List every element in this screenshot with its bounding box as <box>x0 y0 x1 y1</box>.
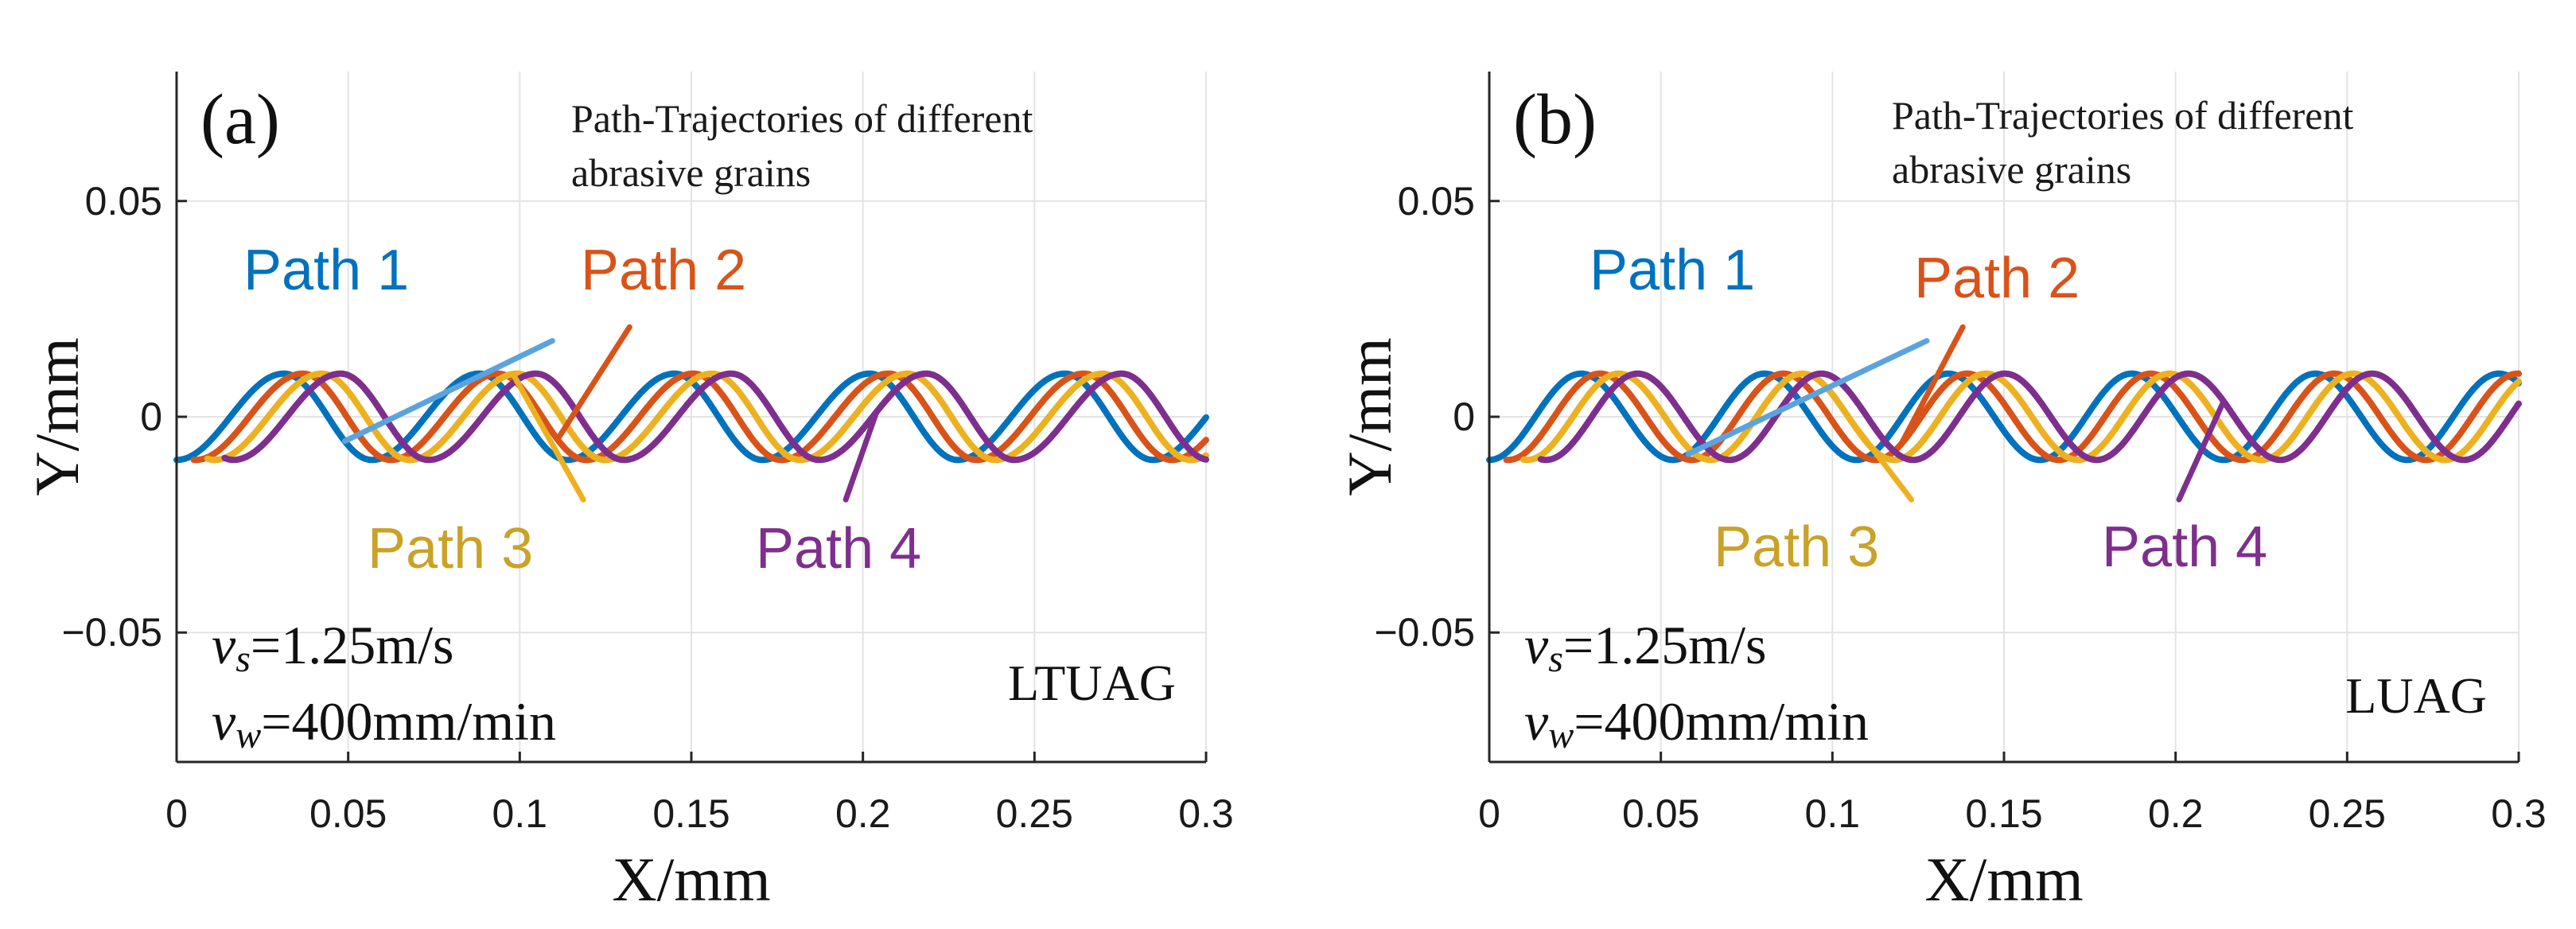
series-label-path-4: Path 4 <box>756 517 921 581</box>
x-tick-label: 0.05 <box>1622 791 1699 836</box>
param-symbol: v <box>212 615 236 675</box>
y-tick-label: 0 <box>140 395 162 439</box>
series-label-path-3: Path 3 <box>368 517 533 581</box>
param-value: =1.25m/s <box>1563 615 1767 675</box>
callout-line-path-3 <box>1846 415 1915 503</box>
series-label-path-2: Path 2 <box>581 239 746 302</box>
x-tick-label: 0.3 <box>1178 791 1234 836</box>
sample-label: LTUAG <box>1008 655 1176 711</box>
ticks <box>175 200 1208 762</box>
panel-label: (b) <box>1513 80 1597 159</box>
x-tick-label: 0.2 <box>2148 791 2204 836</box>
param-subscript: s <box>235 638 251 680</box>
series-line-path-3 <box>1520 370 2522 464</box>
x-tick-label: 0.1 <box>1805 791 1861 836</box>
callouts <box>341 324 880 503</box>
x-tick-label: 0.25 <box>996 791 1073 836</box>
x-tick-label: 0.3 <box>2491 791 2547 836</box>
param-value: =1.25m/s <box>251 615 454 675</box>
param-subscript: w <box>1548 714 1574 756</box>
series-label-path-1: Path 1 <box>1590 239 1755 302</box>
grid <box>1489 72 2520 762</box>
x-tick-label: 0.15 <box>652 791 730 836</box>
y-tick-label: 0 <box>1453 395 1475 439</box>
series-line-path-2 <box>1503 370 2522 464</box>
x-tick-label: 0 <box>1478 791 1500 836</box>
callout-line-path-4 <box>842 409 880 503</box>
annotation-title-line: abrasive grains <box>1892 147 2131 192</box>
series-line-path-1 <box>1486 370 2522 464</box>
panel-b: 0 0.05 0.1 0.15 0.2 0.25 0.3 −0.05 0 0.0… <box>1335 72 2547 914</box>
y-tick-label: 0.05 <box>1398 179 1475 224</box>
series-label-path-1: Path 1 <box>243 239 409 302</box>
param-vs: vs=1.25m/s <box>1524 615 1766 680</box>
series-lines <box>173 370 1209 464</box>
param-vs: vs=1.25m/s <box>212 615 453 680</box>
param-vw: vw=400mm/min <box>212 691 556 756</box>
x-axis-title: X/mm <box>1924 845 2083 914</box>
panel-label: (a) <box>200 80 280 159</box>
series-label-path-4: Path 4 <box>2102 515 2267 579</box>
x-tick-label: 0.2 <box>835 791 891 836</box>
param-value: =400mm/min <box>261 691 556 752</box>
y-axis-title: Y/mm <box>1335 337 1404 496</box>
callout-line-path-3 <box>510 371 586 503</box>
x-tick-label: 0.25 <box>2309 791 2386 836</box>
callout-line-path-4 <box>2176 398 2227 503</box>
param-symbol: v <box>212 691 236 752</box>
y-axis-title: Y/mm <box>22 337 91 496</box>
callout-line-path-2 <box>555 324 632 442</box>
param-subscript: w <box>235 714 261 756</box>
x-tick-label: 0.1 <box>492 791 548 836</box>
panel-a: 0 0.05 0.1 0.15 0.2 0.25 0.3 −0.05 0 0.0… <box>22 72 1234 914</box>
x-tick-label: 0.15 <box>1965 791 2042 836</box>
y-tick-label: −0.05 <box>61 610 162 655</box>
param-symbol: v <box>1524 691 1549 752</box>
annotation-title-line: abrasive grains <box>571 150 811 195</box>
annotation-title-line: Path-Trajectories of different <box>1892 93 2354 138</box>
series-label-path-2: Path 2 <box>1914 247 2080 310</box>
sample-label: LUAG <box>2345 667 2487 724</box>
param-subscript: s <box>1548 638 1563 680</box>
param-vw: vw=400mm/min <box>1524 691 1869 756</box>
param-value: =400mm/min <box>1574 691 1869 752</box>
ticks <box>1488 200 2520 762</box>
y-tick-label: 0.05 <box>85 179 162 224</box>
callout-line-path-1 <box>1685 338 1930 457</box>
y-tick-label: −0.05 <box>1374 610 1475 655</box>
callout-line-path-2 <box>1898 324 1966 448</box>
x-tick-label: 0 <box>165 791 188 836</box>
series-label-path-3: Path 3 <box>1714 515 1879 579</box>
callouts <box>1685 324 2227 503</box>
x-axis-title: X/mm <box>612 845 770 914</box>
annotation-title-line: Path-Trajectories of different <box>571 96 1033 141</box>
param-symbol: v <box>1524 615 1549 675</box>
x-tick-label: 0.05 <box>309 791 387 836</box>
callout-line-path-1 <box>341 338 555 445</box>
